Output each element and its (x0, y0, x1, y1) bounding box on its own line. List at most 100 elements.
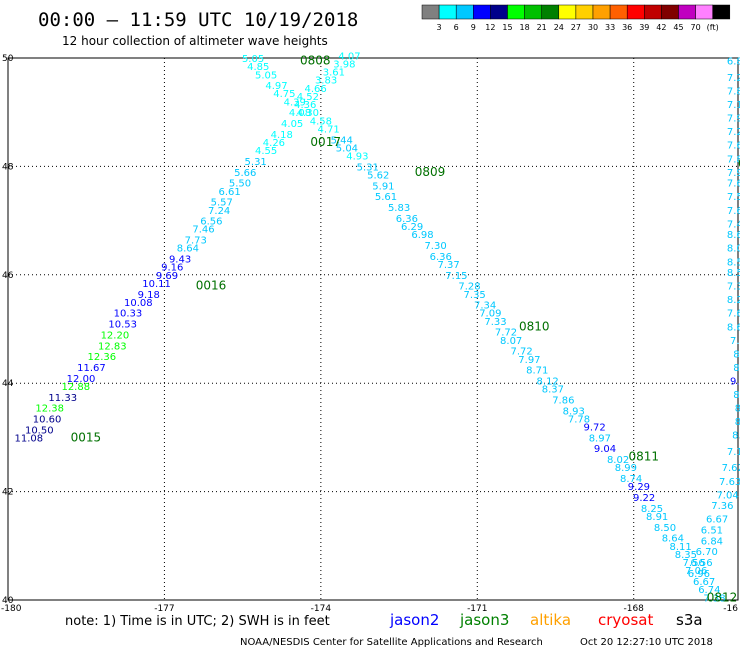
wave-value: 4.75 (273, 89, 295, 100)
legend-swatch (490, 4, 508, 20)
wave-value: 7.38 (703, 593, 725, 604)
wave-value: 5.83 (388, 203, 410, 214)
wave-value: 10.33 (114, 309, 143, 320)
legend-swatch (712, 4, 731, 20)
wave-value: 6.36 (430, 252, 452, 263)
wave-value: 7.60 (727, 141, 740, 152)
plot-frame (7, 57, 739, 601)
wave-value: 8.07 (500, 336, 522, 347)
wave-value: 10.11 (142, 279, 171, 290)
wave-value: 8.24 (727, 295, 740, 306)
wave-value: 5.91 (372, 181, 394, 192)
wave-value: 8.69 (735, 404, 740, 415)
wave-value: 8.12 (537, 376, 559, 387)
wave-value: 7.15 (445, 271, 467, 282)
wave-value: 3.98 (333, 59, 355, 70)
wave-value: 9.0 (730, 376, 740, 387)
wave-value: 4.71 (318, 124, 340, 135)
wave-value: 7.72 (495, 328, 517, 339)
wave-value: 6.96 (688, 569, 710, 580)
wave-value: 8.93 (563, 406, 585, 417)
wave-value: 8.71 (526, 366, 548, 377)
wave-value: 4.30 (297, 108, 319, 119)
y-tick-label: 46 (2, 271, 14, 281)
legend-swatch (592, 4, 611, 20)
wave-value: 9.16 (161, 263, 183, 274)
wave-value: 4.55 (255, 146, 277, 157)
wave-value: 7.33 (484, 317, 506, 328)
wave-value: 8.60 (727, 230, 740, 241)
x-tick-label: -168 (623, 604, 644, 614)
legend-label: 30 (588, 23, 598, 32)
wave-value: 7.06 (685, 566, 707, 577)
legend-label: 12 (485, 23, 495, 32)
wave-value: 6.74 (698, 585, 720, 596)
color-legend: 3 6 9 12 15 18 21 24 27 30 33 36 39 42 45 70 (ft) (421, 4, 731, 32)
wave-value: 6.51 (701, 526, 723, 537)
wave-value: 8.64 (662, 534, 684, 545)
chart-subtitle: 12 hour collection of altimeter wave hei… (62, 34, 328, 48)
legend-label: 42 (656, 23, 666, 32)
wave-value: 8.35 (675, 550, 697, 561)
wave-value: 4.52 (297, 92, 319, 103)
wave-value: 7.72 (510, 347, 532, 358)
y-axis-ticks: 40 42 44 46 48 50 (2, 54, 14, 606)
pass-time-label: 0810 (519, 319, 550, 333)
wave-value: 4.07 (338, 51, 360, 62)
pass-time-label: 0809 (415, 165, 446, 179)
legend-swatch (438, 4, 457, 20)
y-tick-label: 44 (2, 379, 14, 389)
wave-value: 7.30 (424, 241, 446, 252)
wave-value: 7.56 (683, 558, 705, 569)
pass-time-label: 0017 (310, 135, 341, 149)
wave-value: 5.31 (245, 157, 267, 168)
legend-swatch (455, 4, 474, 20)
wave-value: 3.61 (323, 68, 345, 79)
pass-time-label: 0811 (629, 449, 660, 463)
wave-value: 4.36 (294, 100, 316, 111)
wave-value: 7.09 (479, 309, 501, 320)
wave-value: 8.02 (607, 455, 629, 466)
wave-value: 12.20 (101, 330, 130, 341)
legend-swatch (678, 4, 696, 20)
wave-value: 7.94 (727, 168, 740, 179)
wave-value: 4.39 (284, 97, 306, 108)
wave-value: 7.46 (192, 225, 214, 236)
wave-value: 3.83 (315, 76, 337, 87)
footer-timestamp: Oct 20 12:27:10 UTC 2018 (580, 637, 713, 648)
wave-value: 8.56 (727, 268, 740, 279)
legend-swatch (507, 4, 525, 20)
wave-value: 5.61 (375, 192, 397, 203)
wave-value: 4.93 (346, 152, 368, 163)
legend-label: 6 (454, 23, 459, 32)
wave-value: 6.84 (701, 536, 723, 547)
pass-time-label: 0812 (707, 590, 738, 604)
pass-time-label: 0016 (196, 279, 227, 293)
wave-value: 5.62 (367, 171, 389, 182)
pass-time-label: 0808 (300, 54, 331, 68)
y-tick-label: 48 (2, 162, 14, 172)
wave-value: 6.56 (690, 558, 712, 569)
wave-value: 8.99 (615, 463, 637, 474)
wave-value: 9.43 (169, 255, 191, 266)
wave-value: 7.33 (727, 282, 740, 293)
legend-label: 27 (571, 23, 581, 32)
wave-value: 6.70 (696, 547, 718, 558)
wave-value: 6.67 (693, 577, 715, 588)
wave-value: 12.36 (88, 352, 117, 363)
wave-value: 7.78 (568, 414, 590, 425)
wave-value: 6.67 (706, 515, 728, 526)
legend-swatch (626, 4, 645, 20)
wave-value: 8.91 (646, 512, 668, 523)
legend-label: 39 (639, 23, 649, 32)
pass-time-label: 0 (738, 157, 740, 171)
x-tick-label: -180 (1, 604, 22, 614)
satellite-s3a: s3a (676, 611, 703, 629)
wave-value: 10.50 (25, 425, 54, 436)
wave-value: 8. (733, 390, 740, 401)
legend-label: 36 (622, 23, 632, 32)
satellite-cryosat: cryosat (598, 611, 653, 629)
wave-value: 11.67 (77, 363, 106, 374)
legend-swatch (644, 4, 662, 20)
wave-value: 4.97 (265, 81, 287, 92)
